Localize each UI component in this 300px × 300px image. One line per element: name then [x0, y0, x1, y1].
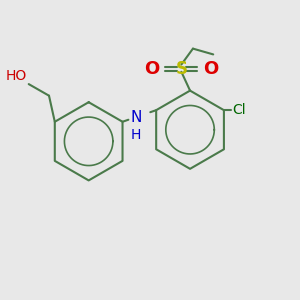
Text: H: H: [131, 128, 141, 142]
Text: S: S: [176, 60, 188, 78]
Text: N: N: [131, 110, 142, 125]
Text: Cl: Cl: [232, 103, 246, 117]
Text: O: O: [203, 60, 218, 78]
Text: O: O: [144, 60, 160, 78]
Text: HO: HO: [6, 69, 27, 83]
